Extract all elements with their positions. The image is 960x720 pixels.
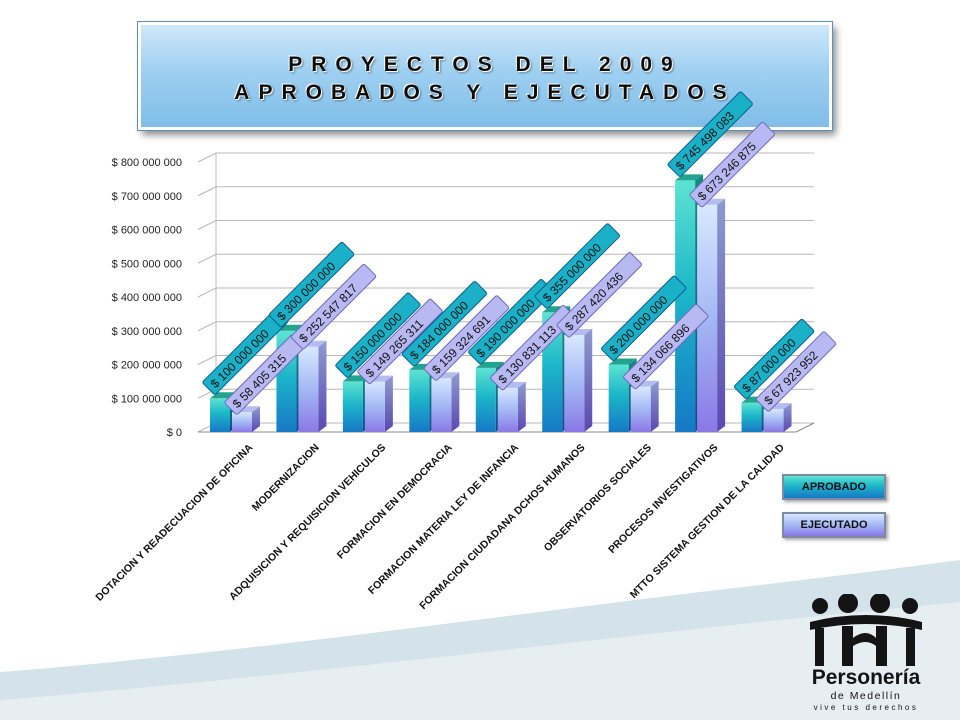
chart-title-line-1: PROYECTOS DEL 2009 xyxy=(288,53,682,76)
bar-ejecutado-3 xyxy=(431,372,460,432)
x-tick-label-1: MODERNIZACION xyxy=(250,442,322,514)
x-tick-label-0: DOTACION Y READECUACION DE OFICINA xyxy=(93,441,255,603)
y-tick-label-1: $ 100 000 000 xyxy=(112,393,182,405)
y-axis: $ 0 $ 100 000 000 $ 200 000 000 $ 300 000 0… xyxy=(112,157,182,439)
y-tick-label-5: $ 500 000 000 xyxy=(112,258,182,270)
y-tick-label-4: $ 400 000 000 xyxy=(112,292,182,304)
people-icon xyxy=(810,593,922,666)
chart-title-line-2: APROBADOS Y EJECUTADOS xyxy=(234,81,736,104)
bar-ejecutado-4 xyxy=(497,381,526,432)
logo-subtitle: de Medellín xyxy=(830,690,902,702)
y-tick-label-3: $ 300 000 000 xyxy=(112,326,182,338)
x-tick-label-7: PROCESOS INVESTIGATIVOS xyxy=(606,442,720,556)
gridline-8 xyxy=(197,152,814,163)
y-tick-label-7: $ 700 000 000 xyxy=(112,191,182,203)
x-axis: DOTACION Y READECUACION DE OFICINAMODERN… xyxy=(93,441,787,612)
y-tick-label-0: $ 0 xyxy=(167,427,182,439)
x-tick-label-3: FORMACION EN DEMOCRACIA xyxy=(335,441,455,561)
x-tick-label-6: OBSERVATORIOS SOCIALES xyxy=(542,442,654,554)
y-tick-label-8: $ 800 000 000 xyxy=(112,157,182,169)
bar-ejecutado-1 xyxy=(298,340,327,432)
y-tick-label-2: $ 200 000 000 xyxy=(112,360,182,372)
floor-edge xyxy=(795,422,815,433)
x-tick-label-8: MTTO SISTEMA GESTION DE LA CALIDAD xyxy=(628,441,787,600)
bar-layer xyxy=(210,174,792,432)
bar-ejecutado-5 xyxy=(564,328,593,432)
chart-title-box: PROYECTOS DEL 2009 APROBADOS Y EJECUTADO… xyxy=(137,21,833,131)
legend-ejecutado: EJECUTADO xyxy=(782,512,886,538)
logo-name: Personería xyxy=(811,666,921,689)
bar-ejecutado-6 xyxy=(630,380,659,432)
x-tick-label-2: ADQUISICION Y REQUISICION VEHICULOS xyxy=(227,442,388,603)
personeria-logo: Personería de Medellín vive tus derechos xyxy=(806,593,946,716)
x-tick-label-4: FORMACION MATERIA LEY DE INFANCIA xyxy=(366,441,521,596)
logo-tagline: vive tus derechos xyxy=(813,703,919,712)
legend-aprobado: APROBADO xyxy=(782,474,886,500)
y-tick-label-6: $ 600 000 000 xyxy=(112,225,182,237)
